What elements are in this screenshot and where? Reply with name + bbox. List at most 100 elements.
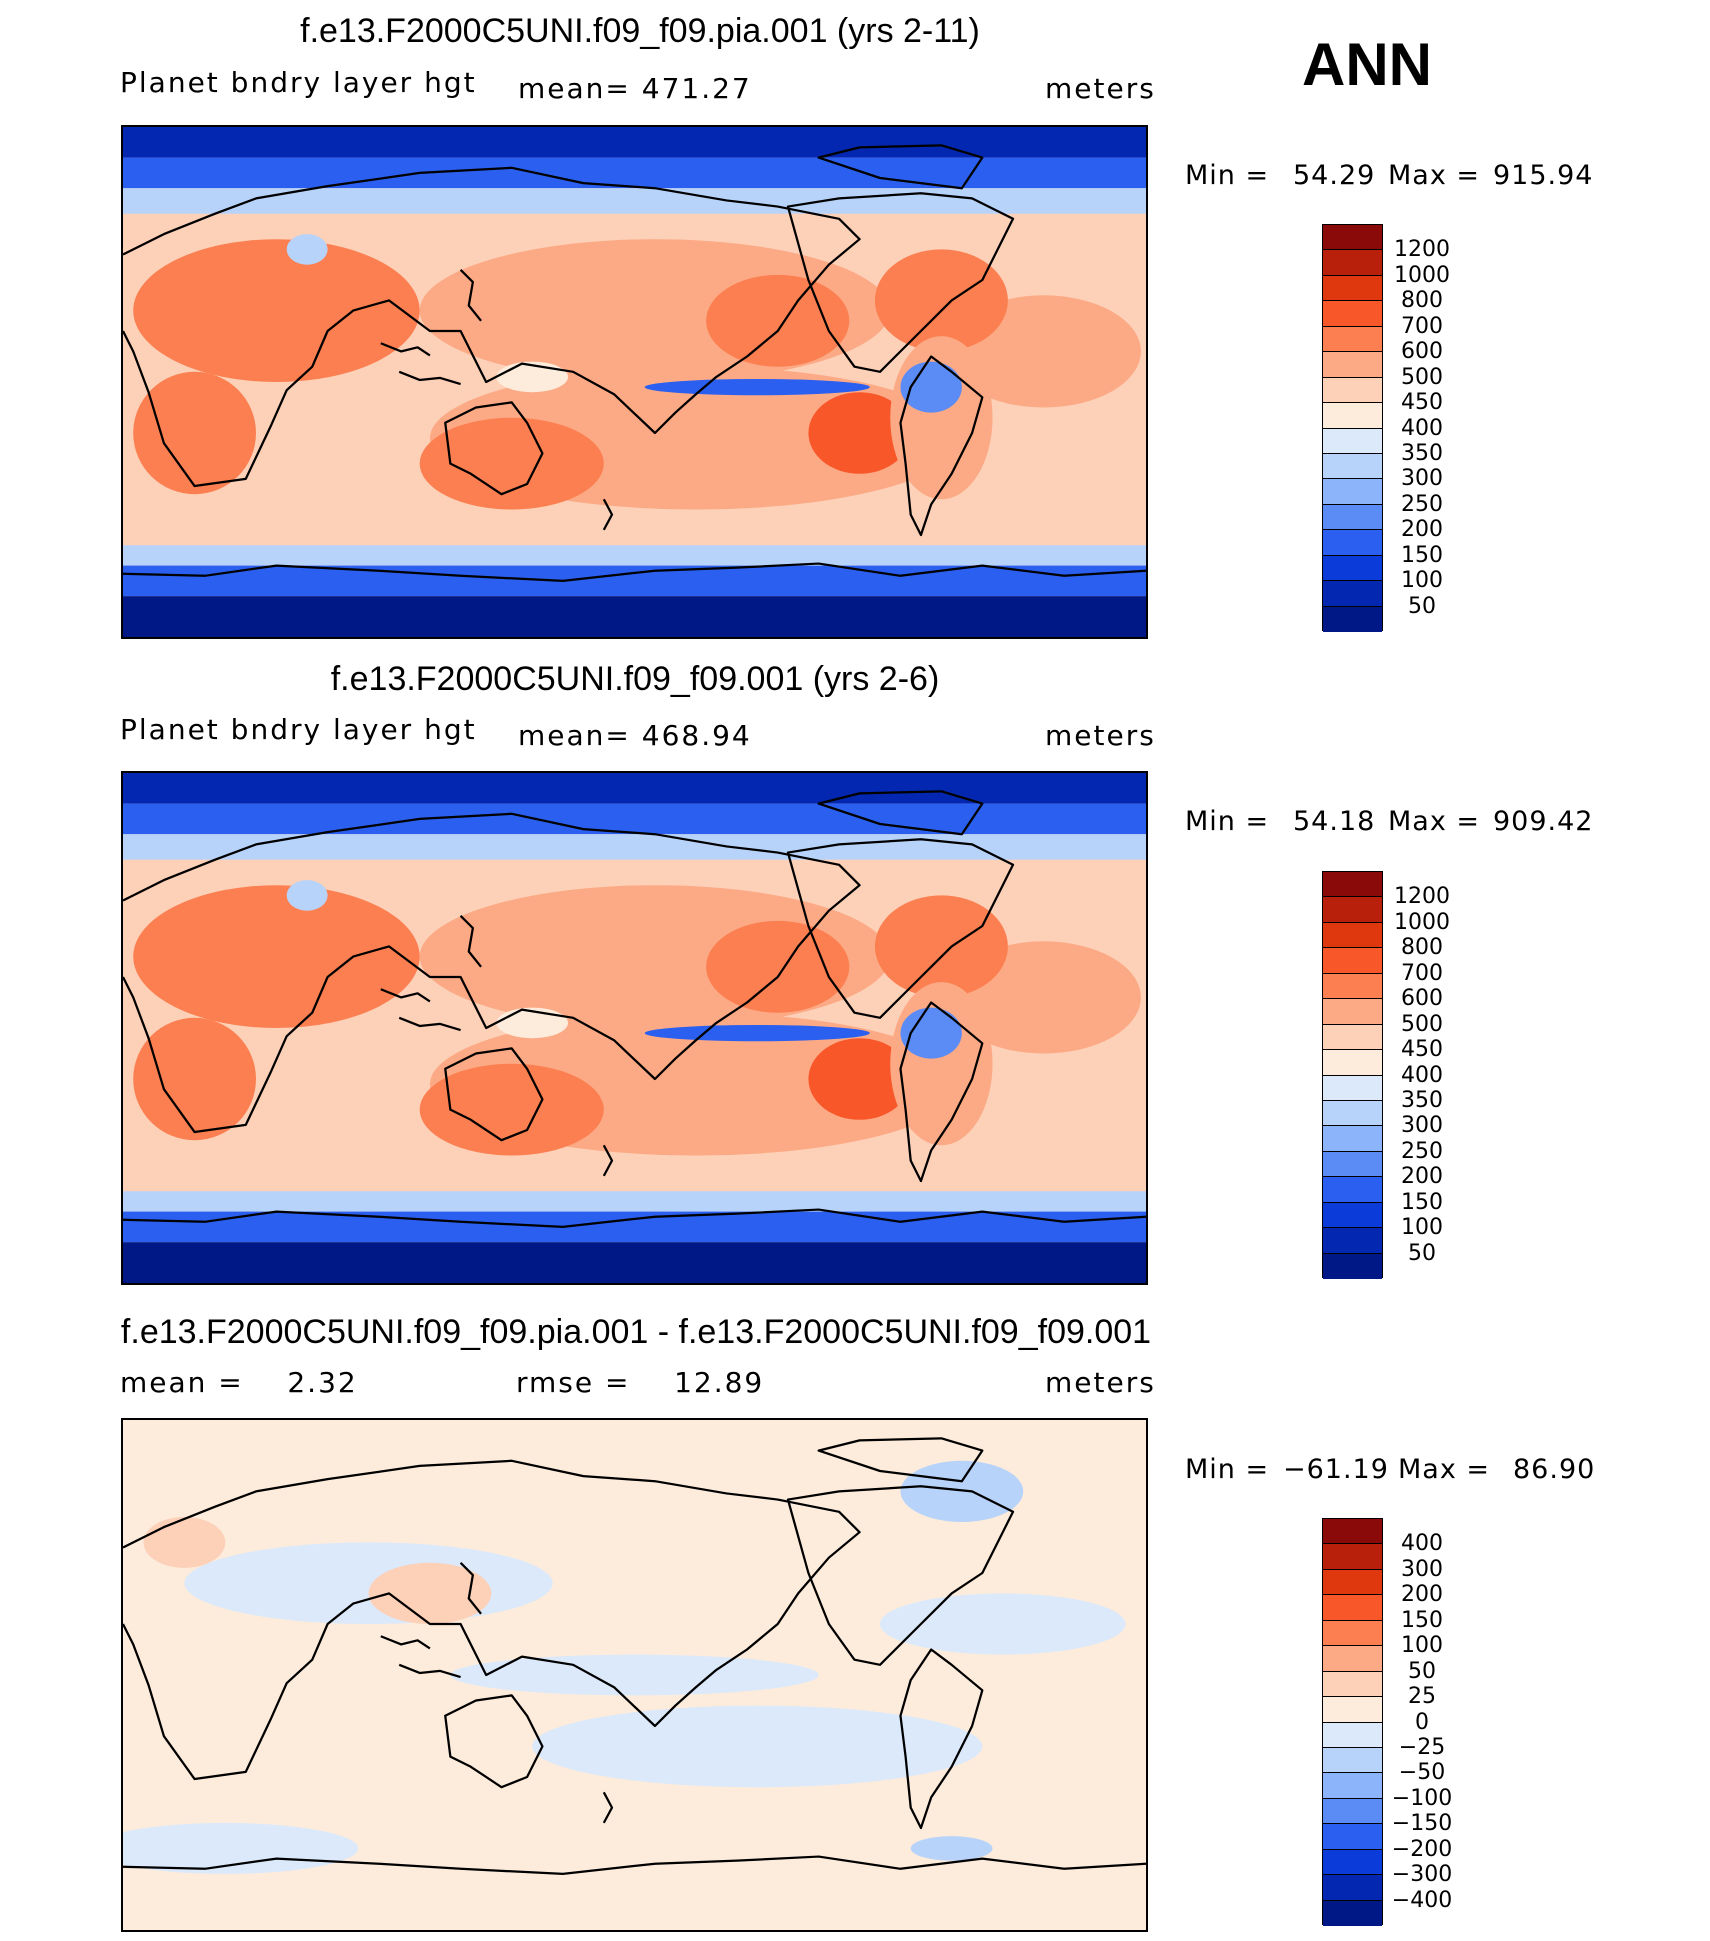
colorbar-swatch	[1323, 897, 1382, 923]
colorbar-tick-label: 100	[1401, 568, 1443, 594]
colorbar-tick-label: 700	[1401, 960, 1443, 986]
colorbar-swatch	[1323, 1595, 1382, 1621]
colorbar-swatch	[1323, 973, 1382, 1000]
colorbar-swatch	[1323, 1671, 1382, 1698]
colorbar-swatch	[1323, 352, 1382, 378]
panel-1-mean-label: mean= 471.27	[518, 72, 752, 105]
colorbar-tick-label: 1200	[1394, 237, 1450, 263]
colorbar-swatch	[1323, 948, 1382, 974]
colorbar-swatch	[1323, 453, 1382, 480]
panel-2-max-value: 909.42	[1493, 806, 1594, 837]
colorbar-swatch	[1323, 1773, 1382, 1799]
panel-1-map	[121, 125, 1148, 639]
colorbar-swatch	[1323, 1849, 1382, 1876]
season-label: ANN	[1302, 31, 1432, 98]
colorbar-tick-label: 350	[1401, 440, 1443, 466]
colorbar-tick-label: −100	[1391, 1785, 1453, 1811]
panel-3-max-label: Max =	[1398, 1454, 1491, 1485]
colorbar-tick-label: 250	[1401, 491, 1443, 517]
panel-1-max-label: Max =	[1388, 160, 1481, 191]
colorbar-swatch	[1323, 872, 1382, 898]
panel-2-mean-label: mean= 468.94	[518, 719, 752, 752]
colorbar-swatch	[1323, 1075, 1382, 1101]
colorbar-tick-label: 400	[1401, 415, 1443, 441]
panel-2-min-value: 54.18	[1293, 806, 1376, 837]
panel-1-units-label: meters	[1045, 72, 1156, 105]
colorbar-swatch	[1323, 1024, 1382, 1051]
colorbar-tick-label: 25	[1408, 1684, 1436, 1710]
colorbar-swatch	[1323, 1900, 1382, 1926]
colorbar-swatch	[1323, 1126, 1382, 1152]
colorbar-swatch	[1323, 479, 1382, 505]
panel-2-colorbar	[1322, 871, 1383, 1279]
colorbar-tick-label: −25	[1398, 1734, 1446, 1760]
colorbar-swatch	[1323, 1050, 1382, 1076]
panel-3-min-label: Min =	[1185, 1454, 1270, 1485]
colorbar-tick-label: 100	[1401, 1215, 1443, 1241]
colorbar-swatch	[1323, 225, 1382, 251]
panel-1-max-value: 915.94	[1493, 160, 1594, 191]
colorbar-swatch	[1323, 377, 1382, 404]
colorbar-swatch	[1323, 1798, 1382, 1825]
colorbar-tick-label: 100	[1401, 1633, 1443, 1659]
colorbar-swatch	[1323, 1569, 1382, 1596]
colorbar-tick-label: 600	[1401, 339, 1443, 365]
panel-3-min-value: −61.19	[1283, 1454, 1389, 1485]
colorbar-swatch	[1323, 1228, 1382, 1254]
colorbar-tick-label: 300	[1401, 1556, 1443, 1582]
panel-3-rmse-label: rmse = 12.89	[516, 1366, 765, 1399]
colorbar-tick-label: 800	[1401, 935, 1443, 961]
colorbar-swatch	[1323, 1544, 1382, 1570]
colorbar-swatch	[1323, 1697, 1382, 1723]
colorbar-tick-label: 50	[1408, 1240, 1436, 1266]
colorbar-tick-label: 1000	[1394, 262, 1450, 288]
colorbar-swatch	[1323, 1722, 1382, 1748]
panel-1-variable-label: Planet bndry layer hgt	[120, 66, 477, 99]
colorbar-swatch	[1323, 581, 1382, 607]
panel-2-min-label: Min =	[1185, 806, 1270, 837]
panel-2-units-label: meters	[1045, 719, 1156, 752]
panel-3-max-value: 86.90	[1513, 1454, 1596, 1485]
panel-2-title: f.e13.F2000C5UNI.f09_f09.001 (yrs 2-6)	[330, 660, 940, 698]
colorbar-tick-label: 150	[1401, 1607, 1443, 1633]
colorbar-swatch	[1323, 403, 1382, 429]
colorbar-swatch	[1323, 555, 1382, 582]
colorbar-swatch	[1323, 1100, 1382, 1127]
colorbar-tick-label: 200	[1401, 1582, 1443, 1608]
colorbar-tick-label: −400	[1391, 1887, 1453, 1913]
colorbar-swatch	[1323, 1620, 1382, 1647]
colorbar-tick-label: −200	[1391, 1836, 1453, 1862]
colorbar-tick-label: 800	[1401, 288, 1443, 314]
colorbar-tick-label: 250	[1401, 1138, 1443, 1164]
panel-2-max-label: Max =	[1388, 806, 1481, 837]
colorbar-tick-label: −300	[1391, 1862, 1453, 1888]
colorbar-swatch	[1323, 1151, 1382, 1178]
colorbar-tick-label: 350	[1401, 1087, 1443, 1113]
colorbar-tick-label: 450	[1401, 1037, 1443, 1063]
colorbar-swatch	[1323, 922, 1382, 949]
colorbar-swatch	[1323, 250, 1382, 276]
colorbar-tick-label: 0	[1415, 1709, 1429, 1735]
colorbar-tick-label: −50	[1398, 1760, 1446, 1786]
colorbar-tick-label: 1000	[1394, 909, 1450, 935]
colorbar-tick-label: 1200	[1394, 884, 1450, 910]
panel-3-units-label: meters	[1045, 1366, 1156, 1399]
colorbar-tick-label: −150	[1391, 1811, 1453, 1837]
colorbar-swatch	[1323, 275, 1382, 302]
colorbar-tick-label: 150	[1401, 542, 1443, 568]
colorbar-swatch	[1323, 1519, 1382, 1545]
colorbar-tick-label: 600	[1401, 986, 1443, 1012]
colorbar-tick-label: 300	[1401, 1113, 1443, 1139]
colorbar-tick-label: 200	[1401, 1164, 1443, 1190]
panel-1-colorbar	[1322, 224, 1383, 632]
panel-3-title: f.e13.F2000C5UNI.f09_f09.pia.001 - f.e13…	[120, 1313, 1152, 1351]
colorbar-swatch	[1323, 606, 1382, 632]
panel-1-title: f.e13.F2000C5UNI.f09_f09.pia.001 (yrs 2-…	[300, 12, 980, 50]
panel-2-variable-label: Planet bndry layer hgt	[120, 713, 477, 746]
colorbar-tick-label: 200	[1401, 517, 1443, 543]
colorbar-swatch	[1323, 504, 1382, 531]
colorbar-tick-label: 300	[1401, 466, 1443, 492]
colorbar-swatch	[1323, 428, 1382, 454]
colorbar-tick-label: 50	[1408, 1658, 1436, 1684]
colorbar-swatch	[1323, 530, 1382, 556]
